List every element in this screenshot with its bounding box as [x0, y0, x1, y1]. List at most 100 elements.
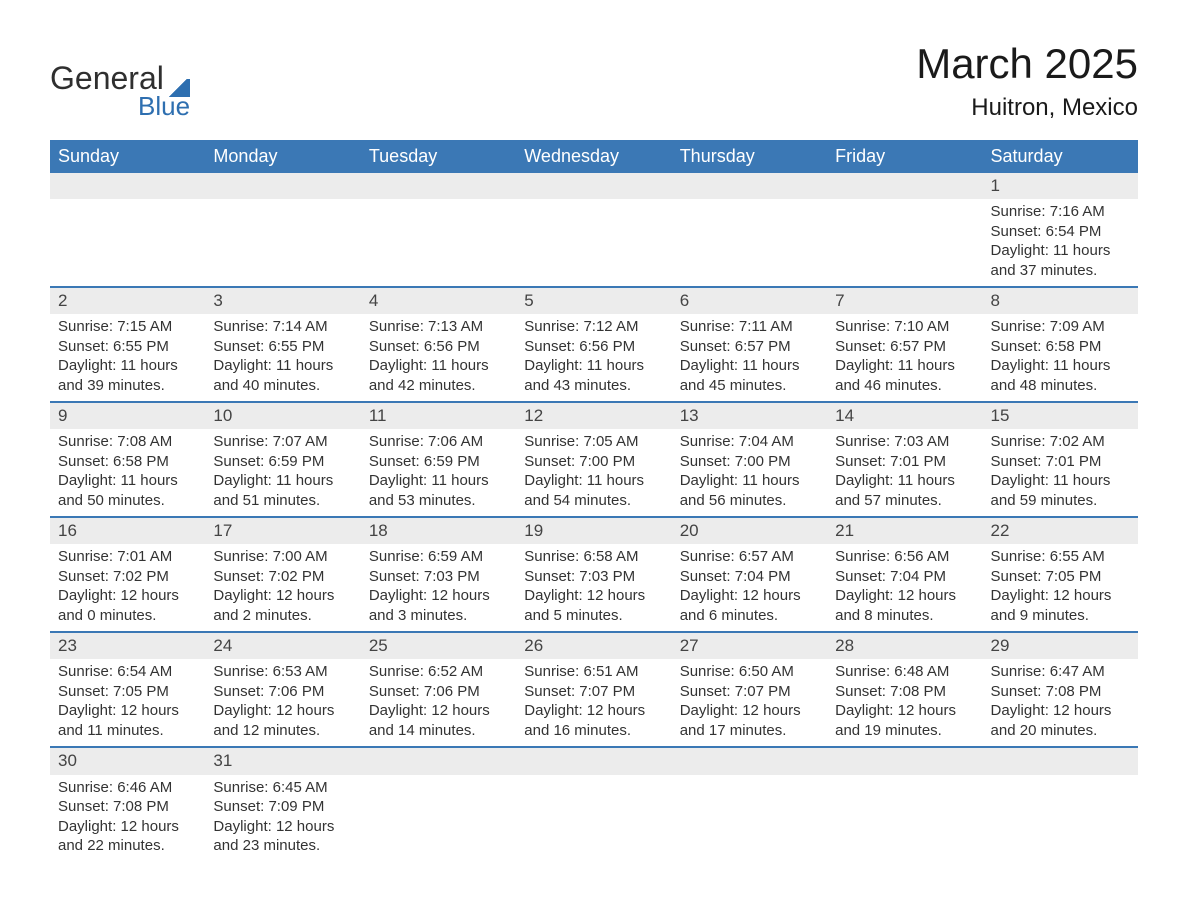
- sunrise-line: Sunrise: 6:45 AM: [213, 778, 352, 798]
- day-detail-cell: Sunrise: 7:13 AMSunset: 6:56 PMDaylight:…: [361, 314, 516, 402]
- daylight-line: Daylight: 12 hours and 6 minutes.: [680, 586, 819, 625]
- day-detail-cell: Sunrise: 7:11 AMSunset: 6:57 PMDaylight:…: [672, 314, 827, 402]
- day-number-cell: 6: [672, 287, 827, 314]
- daynum-row: 3031: [50, 747, 1138, 774]
- day-detail-cell: Sunrise: 7:14 AMSunset: 6:55 PMDaylight:…: [205, 314, 360, 402]
- sunrise-line: Sunrise: 7:13 AM: [369, 317, 508, 337]
- sunset-line: Sunset: 7:01 PM: [991, 452, 1130, 472]
- day-detail-cell: Sunrise: 6:45 AMSunset: 7:09 PMDaylight:…: [205, 775, 360, 862]
- sunset-line: Sunset: 6:57 PM: [835, 337, 974, 357]
- daylight-line: Daylight: 11 hours and 42 minutes.: [369, 356, 508, 395]
- day-number-cell: [672, 747, 827, 774]
- day-detail-cell: Sunrise: 7:12 AMSunset: 6:56 PMDaylight:…: [516, 314, 671, 402]
- daynum-row: 16171819202122: [50, 517, 1138, 544]
- day-detail-cell: Sunrise: 7:07 AMSunset: 6:59 PMDaylight:…: [205, 429, 360, 517]
- sunrise-line: Sunrise: 6:52 AM: [369, 662, 508, 682]
- day-number-cell: 13: [672, 402, 827, 429]
- sunset-line: Sunset: 6:54 PM: [991, 222, 1130, 242]
- day-number-cell: 18: [361, 517, 516, 544]
- sunrise-line: Sunrise: 7:00 AM: [213, 547, 352, 567]
- sunset-line: Sunset: 7:00 PM: [524, 452, 663, 472]
- daylight-line: Daylight: 12 hours and 22 minutes.: [58, 817, 197, 856]
- detail-row: Sunrise: 7:16 AMSunset: 6:54 PMDaylight:…: [50, 199, 1138, 287]
- daylight-line: Daylight: 12 hours and 14 minutes.: [369, 701, 508, 740]
- daylight-line: Daylight: 11 hours and 50 minutes.: [58, 471, 197, 510]
- sunrise-line: Sunrise: 6:47 AM: [991, 662, 1130, 682]
- day-number-cell: [516, 747, 671, 774]
- daylight-line: Daylight: 12 hours and 0 minutes.: [58, 586, 197, 625]
- day-number-cell: 28: [827, 632, 982, 659]
- day-number-cell: 30: [50, 747, 205, 774]
- sunset-line: Sunset: 6:56 PM: [524, 337, 663, 357]
- day-detail-cell: Sunrise: 7:16 AMSunset: 6:54 PMDaylight:…: [983, 199, 1138, 287]
- sunset-line: Sunset: 7:08 PM: [991, 682, 1130, 702]
- day-number-cell: [361, 747, 516, 774]
- daynum-row: 2345678: [50, 287, 1138, 314]
- weekday-header: Sunday: [50, 140, 205, 173]
- sunset-line: Sunset: 7:06 PM: [213, 682, 352, 702]
- daylight-line: Daylight: 11 hours and 53 minutes.: [369, 471, 508, 510]
- daylight-line: Daylight: 11 hours and 51 minutes.: [213, 471, 352, 510]
- day-detail-cell: [827, 775, 982, 862]
- sunset-line: Sunset: 7:05 PM: [991, 567, 1130, 587]
- weekday-header: Tuesday: [361, 140, 516, 173]
- sunset-line: Sunset: 7:07 PM: [524, 682, 663, 702]
- sunset-line: Sunset: 6:58 PM: [991, 337, 1130, 357]
- day-number-cell: 24: [205, 632, 360, 659]
- day-detail-cell: [672, 199, 827, 287]
- day-number-cell: [827, 173, 982, 199]
- weekday-header-row: Sunday Monday Tuesday Wednesday Thursday…: [50, 140, 1138, 173]
- sunrise-line: Sunrise: 6:50 AM: [680, 662, 819, 682]
- sunrise-line: Sunrise: 6:57 AM: [680, 547, 819, 567]
- day-detail-cell: Sunrise: 6:50 AMSunset: 7:07 PMDaylight:…: [672, 659, 827, 747]
- sunrise-line: Sunrise: 6:46 AM: [58, 778, 197, 798]
- day-detail-cell: Sunrise: 6:51 AMSunset: 7:07 PMDaylight:…: [516, 659, 671, 747]
- day-detail-cell: Sunrise: 7:06 AMSunset: 6:59 PMDaylight:…: [361, 429, 516, 517]
- day-detail-cell: Sunrise: 6:59 AMSunset: 7:03 PMDaylight:…: [361, 544, 516, 632]
- day-detail-cell: Sunrise: 6:53 AMSunset: 7:06 PMDaylight:…: [205, 659, 360, 747]
- weekday-header: Monday: [205, 140, 360, 173]
- daylight-line: Daylight: 11 hours and 45 minutes.: [680, 356, 819, 395]
- daylight-line: Daylight: 12 hours and 8 minutes.: [835, 586, 974, 625]
- sunrise-line: Sunrise: 7:07 AM: [213, 432, 352, 452]
- day-number-cell: 15: [983, 402, 1138, 429]
- daynum-row: 1: [50, 173, 1138, 199]
- daylight-line: Daylight: 11 hours and 39 minutes.: [58, 356, 197, 395]
- sunrise-line: Sunrise: 7:03 AM: [835, 432, 974, 452]
- day-number-cell: [827, 747, 982, 774]
- day-detail-cell: Sunrise: 6:52 AMSunset: 7:06 PMDaylight:…: [361, 659, 516, 747]
- day-detail-cell: Sunrise: 6:47 AMSunset: 7:08 PMDaylight:…: [983, 659, 1138, 747]
- day-detail-cell: Sunrise: 7:05 AMSunset: 7:00 PMDaylight:…: [516, 429, 671, 517]
- detail-row: Sunrise: 6:46 AMSunset: 7:08 PMDaylight:…: [50, 775, 1138, 862]
- sunset-line: Sunset: 7:04 PM: [680, 567, 819, 587]
- day-number-cell: [50, 173, 205, 199]
- sunset-line: Sunset: 6:55 PM: [58, 337, 197, 357]
- daylight-line: Daylight: 12 hours and 20 minutes.: [991, 701, 1130, 740]
- day-number-cell: 17: [205, 517, 360, 544]
- sunrise-line: Sunrise: 7:10 AM: [835, 317, 974, 337]
- brand-logo: General Blue: [50, 60, 190, 122]
- sunset-line: Sunset: 7:09 PM: [213, 797, 352, 817]
- sunrise-line: Sunrise: 7:11 AM: [680, 317, 819, 337]
- daylight-line: Daylight: 11 hours and 59 minutes.: [991, 471, 1130, 510]
- detail-row: Sunrise: 7:01 AMSunset: 7:02 PMDaylight:…: [50, 544, 1138, 632]
- day-detail-cell: Sunrise: 6:46 AMSunset: 7:08 PMDaylight:…: [50, 775, 205, 862]
- sunset-line: Sunset: 7:08 PM: [58, 797, 197, 817]
- sunset-line: Sunset: 7:00 PM: [680, 452, 819, 472]
- sunrise-line: Sunrise: 6:54 AM: [58, 662, 197, 682]
- day-number-cell: [205, 173, 360, 199]
- day-detail-cell: Sunrise: 7:01 AMSunset: 7:02 PMDaylight:…: [50, 544, 205, 632]
- sunrise-line: Sunrise: 7:09 AM: [991, 317, 1130, 337]
- sunset-line: Sunset: 7:02 PM: [213, 567, 352, 587]
- day-number-cell: 11: [361, 402, 516, 429]
- day-number-cell: 4: [361, 287, 516, 314]
- day-number-cell: [361, 173, 516, 199]
- sunrise-line: Sunrise: 6:51 AM: [524, 662, 663, 682]
- sunrise-line: Sunrise: 6:58 AM: [524, 547, 663, 567]
- sunset-line: Sunset: 6:55 PM: [213, 337, 352, 357]
- day-detail-cell: [205, 199, 360, 287]
- day-number-cell: 16: [50, 517, 205, 544]
- sunset-line: Sunset: 7:01 PM: [835, 452, 974, 472]
- sunset-line: Sunset: 7:02 PM: [58, 567, 197, 587]
- sunrise-line: Sunrise: 7:02 AM: [991, 432, 1130, 452]
